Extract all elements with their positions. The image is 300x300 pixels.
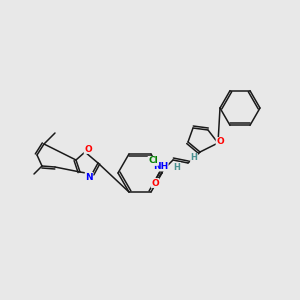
- Text: O: O: [216, 137, 224, 146]
- Text: H: H: [174, 163, 180, 172]
- Text: N: N: [85, 172, 93, 182]
- Text: Cl: Cl: [148, 156, 158, 165]
- Text: NH: NH: [153, 162, 168, 171]
- Text: O: O: [84, 145, 92, 154]
- Text: O: O: [151, 178, 159, 188]
- Text: H: H: [190, 154, 197, 163]
